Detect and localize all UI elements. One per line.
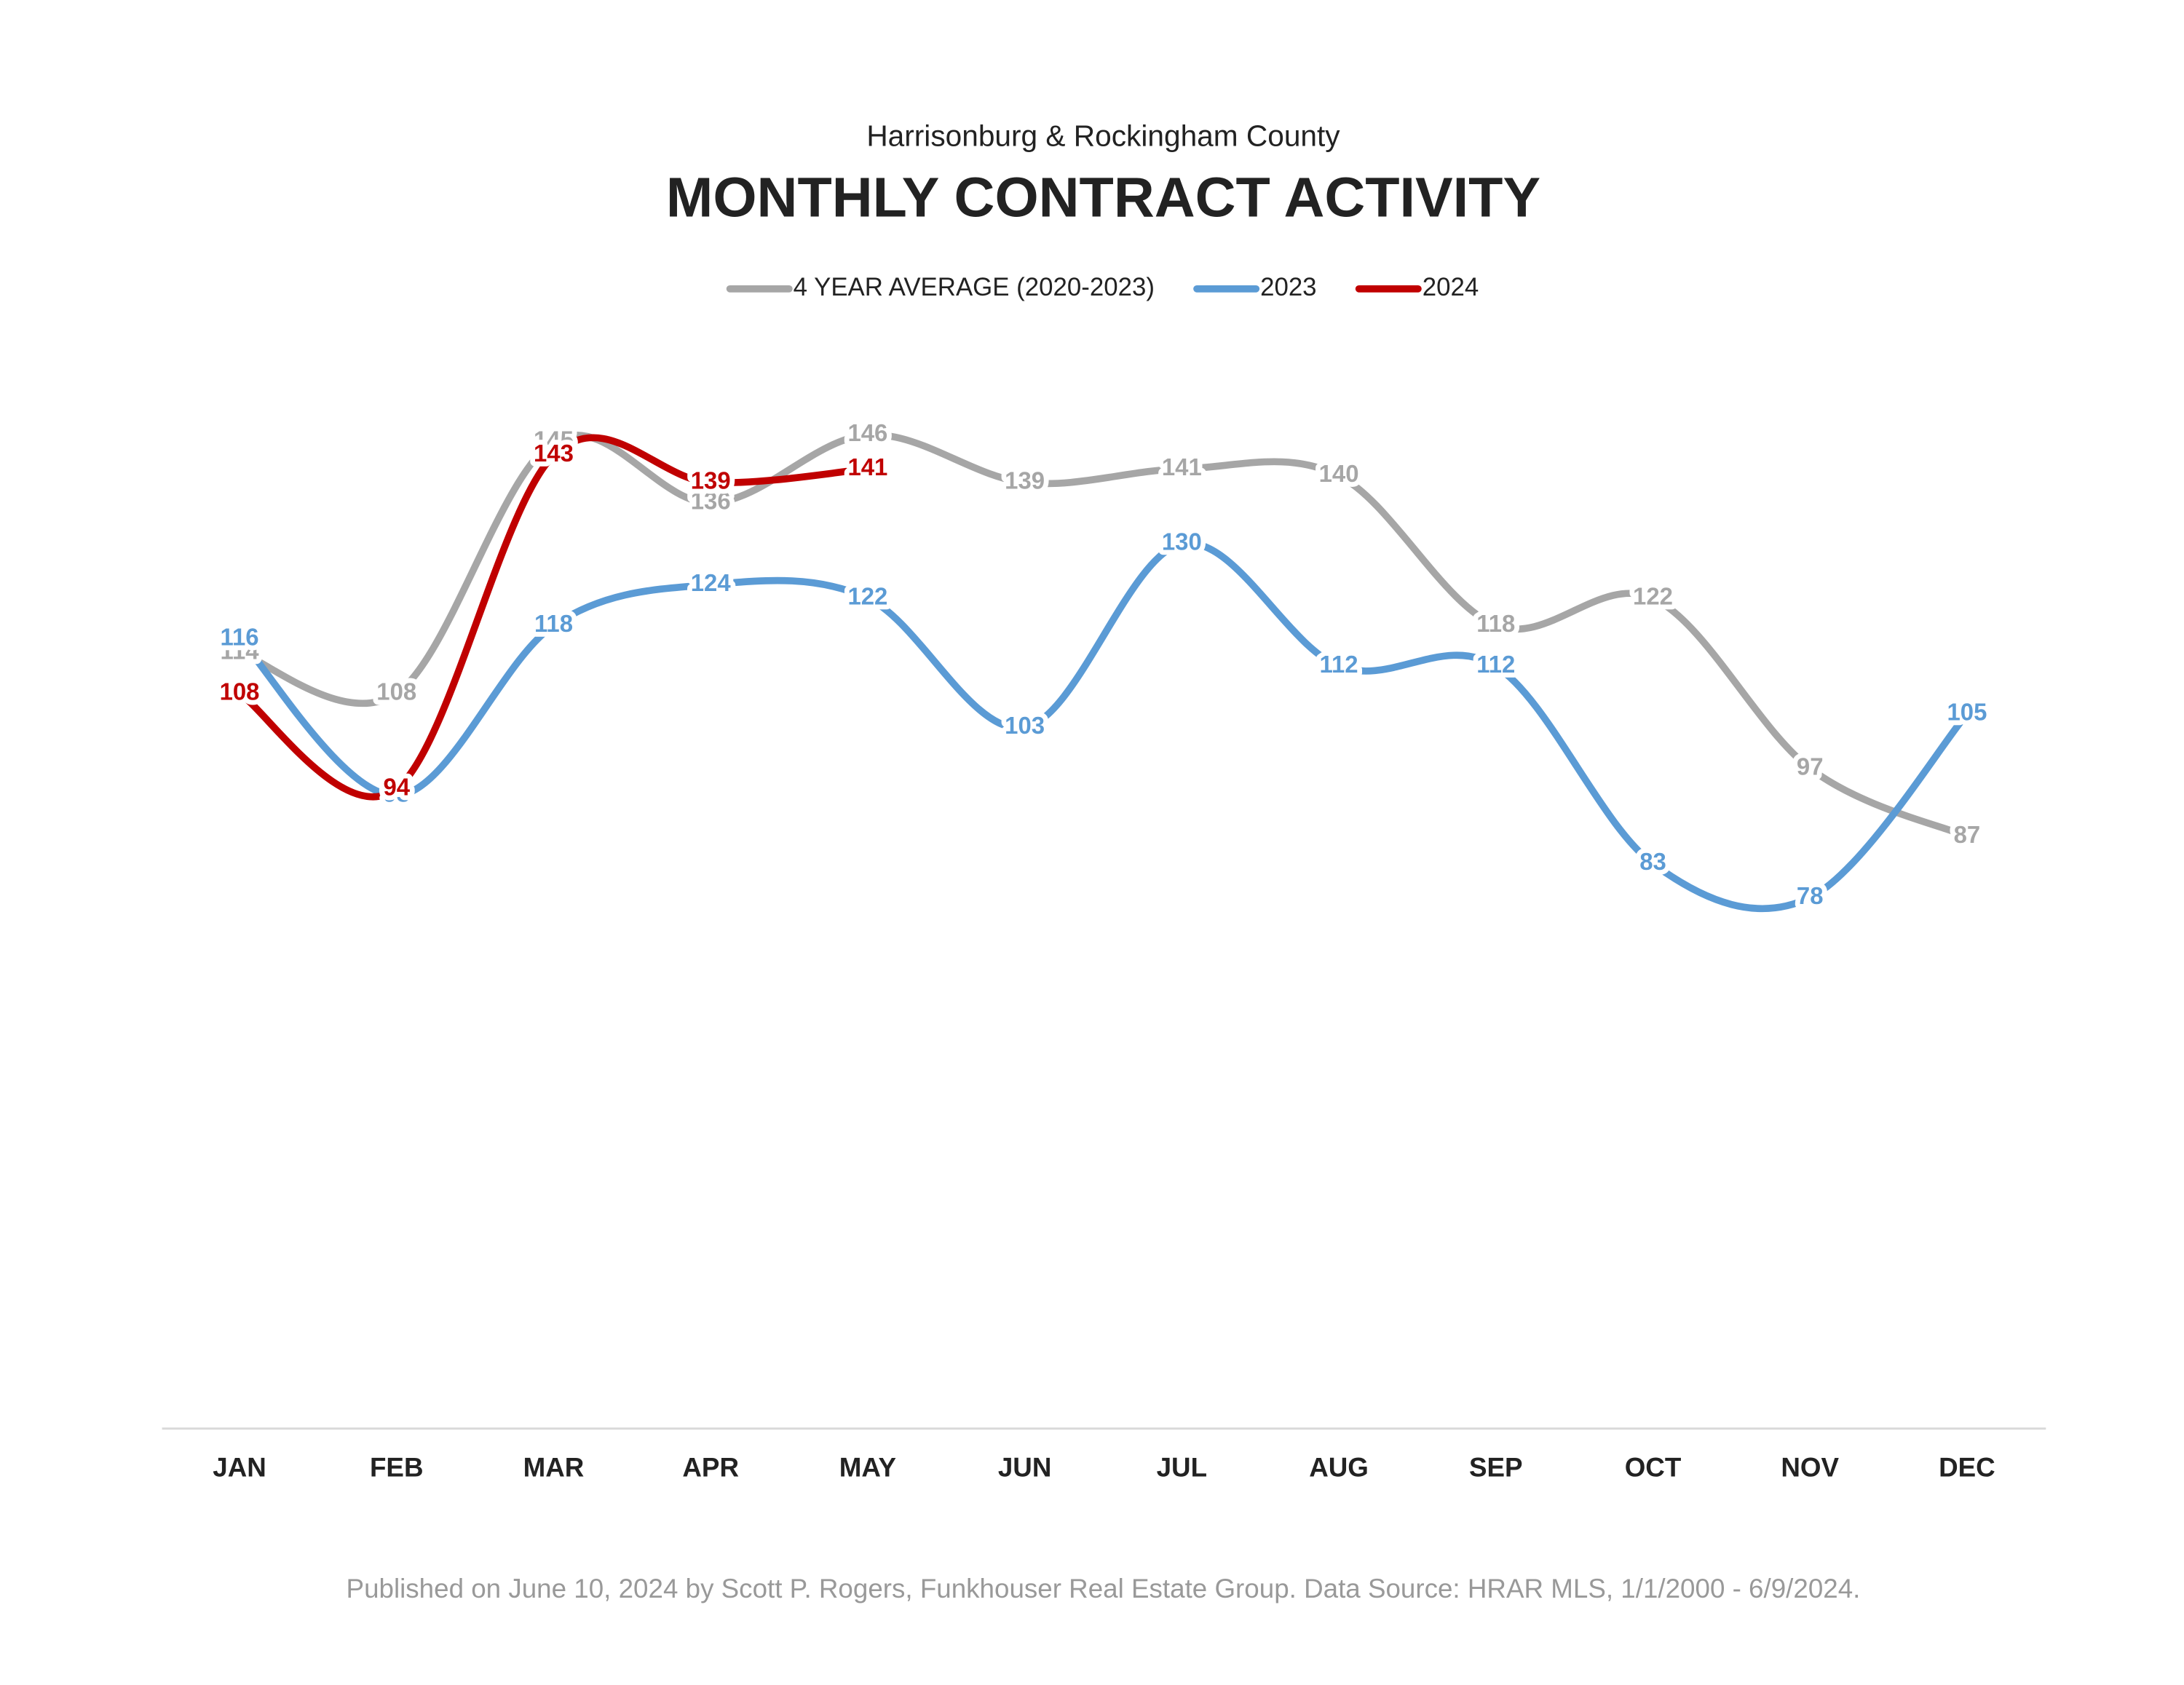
data-label: 136 [691, 488, 731, 515]
x-tick-label: AUG [1309, 1453, 1369, 1483]
data-label: 145 [534, 426, 574, 453]
x-tick-label: MAY [839, 1453, 896, 1483]
x-tick-label: NOV [1781, 1453, 1839, 1483]
data-label: 78 [1797, 882, 1824, 909]
data-label: 87 [1954, 821, 1981, 848]
data-label: 139 [691, 467, 731, 494]
data-label: 112 [1320, 651, 1358, 678]
data-label: 83 [1639, 848, 1666, 875]
data-label: 143 [534, 440, 574, 467]
data-label: 139 [1005, 467, 1045, 494]
x-tick-label: JUL [1157, 1453, 1207, 1483]
legend: 4 YEAR AVERAGE (2020-2023) 2023 2024 [726, 273, 1479, 301]
data-label: 114 [221, 637, 260, 664]
data-label: 140 [1319, 460, 1359, 487]
data-label: 103 [1005, 712, 1045, 739]
legend-label: 4 YEAR AVERAGE (2020-2023) [794, 273, 1155, 301]
chart-subtitle: Harrisonburg & Rockingham County [866, 119, 1340, 152]
data-label: 93 [383, 780, 410, 807]
legend-label: 2024 [1423, 273, 1479, 301]
series-line [236, 434, 871, 801]
x-tick-label: DEC [1939, 1453, 1995, 1483]
chart-title: MONTHLY CONTRACT ACTIVITY [666, 166, 1540, 229]
data-label: 122 [847, 583, 887, 610]
data-label: 97 [1797, 753, 1824, 780]
data-label: 116 [221, 624, 259, 651]
x-tick-label: JAN [213, 1453, 266, 1483]
x-tick-label: MAR [523, 1453, 585, 1483]
data-label: 108 [220, 678, 260, 705]
x-tick-label: FEB [370, 1453, 424, 1483]
x-tick-label: JUN [998, 1453, 1052, 1483]
data-label: 122 [1633, 583, 1673, 610]
data-label: 118 [534, 610, 573, 637]
data-label: 130 [1162, 528, 1202, 555]
footnote: Published on June 10, 2024 by Scott P. R… [347, 1574, 1861, 1603]
series-line [236, 431, 1971, 840]
legend-label: 2023 [1260, 273, 1316, 301]
data-label: 124 [691, 569, 732, 596]
x-tick-label: OCT [1625, 1453, 1682, 1483]
data-label: 94 [383, 773, 410, 800]
series-line [236, 539, 1971, 913]
x-tick-label: SEP [1469, 1453, 1523, 1483]
data-label: 118 [1476, 610, 1515, 637]
data-label: 146 [847, 419, 887, 446]
data-label: 112 [1476, 651, 1515, 678]
x-tick-label: APR [682, 1453, 739, 1483]
data-label: 105 [1947, 699, 1987, 726]
data-label: 108 [376, 678, 416, 705]
data-label: 141 [847, 453, 887, 480]
data-label: 141 [1162, 453, 1202, 480]
